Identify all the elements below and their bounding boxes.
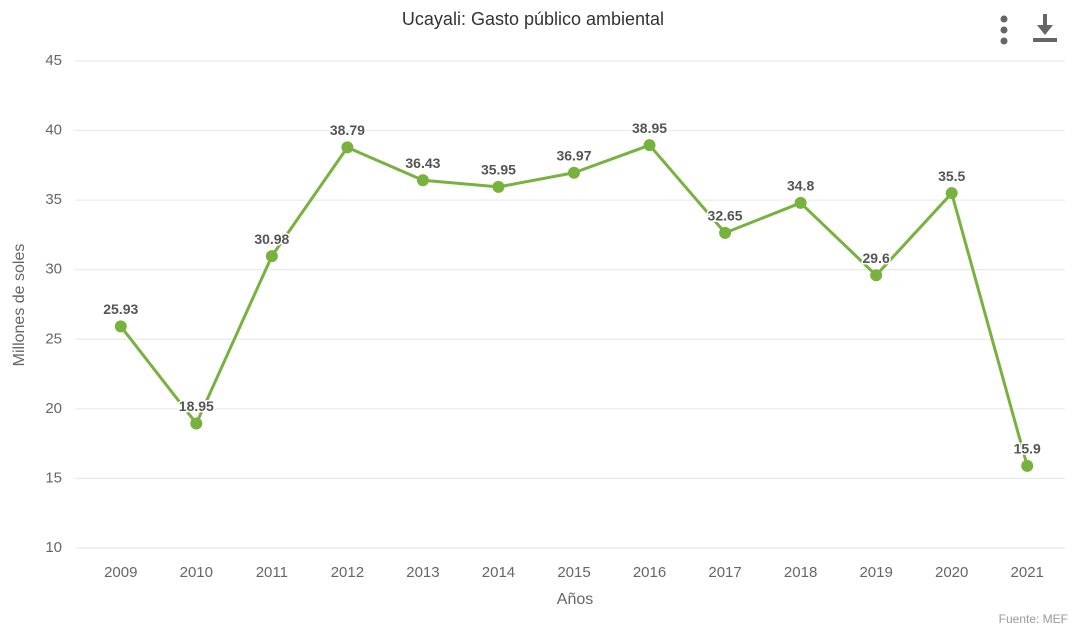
y-tick-label: 35	[45, 191, 62, 208]
data-label: 38.79	[330, 122, 365, 138]
x-tick-label: 2017	[708, 564, 741, 581]
download-button[interactable]	[1033, 14, 1057, 42]
point	[870, 269, 883, 282]
x-tick-label: 2018	[784, 564, 817, 581]
data-label: 29.6	[863, 250, 890, 266]
point	[945, 187, 958, 200]
data-label: 32.65	[708, 208, 743, 224]
data-label: 38.95	[632, 120, 667, 136]
point	[568, 166, 580, 179]
point	[794, 196, 807, 209]
x-axis-label: Años	[557, 591, 593, 608]
point	[643, 139, 656, 152]
menu-button[interactable]	[1000, 15, 1008, 45]
point	[416, 174, 429, 187]
x-tick-label: 2015	[557, 564, 590, 581]
y-tick-label: 45	[45, 52, 62, 69]
x-tick-label: 2014	[482, 564, 515, 581]
data-label: 34.8	[787, 178, 814, 194]
data-label: 35.95	[481, 162, 516, 178]
data-label: 35.5	[938, 168, 965, 184]
x-tick-label: 2013	[406, 564, 439, 581]
data-label: 30.98	[254, 231, 289, 247]
point	[719, 226, 732, 239]
y-axis-label: Millones de soles	[11, 244, 28, 367]
x-tick-label: 2010	[180, 564, 213, 581]
y-tick-label: 10	[45, 539, 62, 556]
point	[492, 180, 505, 193]
data-label: 15.9	[1014, 441, 1041, 457]
point	[190, 417, 203, 430]
data-label: 36.97	[556, 147, 591, 163]
data-label: 18.95	[179, 398, 214, 414]
y-tick-label: 20	[45, 400, 62, 417]
data-label: 25.93	[103, 301, 138, 317]
x-tick-label: 2012	[331, 564, 364, 581]
y-tick-label: 25	[45, 330, 62, 347]
x-tick-label: 2019	[859, 564, 892, 581]
x-tick-label: 2016	[633, 564, 666, 581]
y-tick-label: 40	[45, 122, 62, 139]
y-tick-label: 30	[45, 261, 62, 278]
chart-title: Ucayali: Gasto público ambiental	[402, 9, 664, 29]
data-label: 36.43	[405, 155, 440, 171]
x-tick-label: 2011	[256, 564, 288, 581]
point	[341, 141, 354, 154]
point	[265, 250, 278, 263]
y-tick-label: 15	[45, 469, 62, 486]
x-tick-label: 2020	[935, 564, 968, 581]
point	[114, 320, 127, 333]
x-tick-label: 2021	[1011, 564, 1044, 581]
x-tick-label: 2009	[104, 564, 137, 581]
credits: Fuente: MEF	[999, 612, 1068, 626]
point	[1021, 459, 1034, 472]
